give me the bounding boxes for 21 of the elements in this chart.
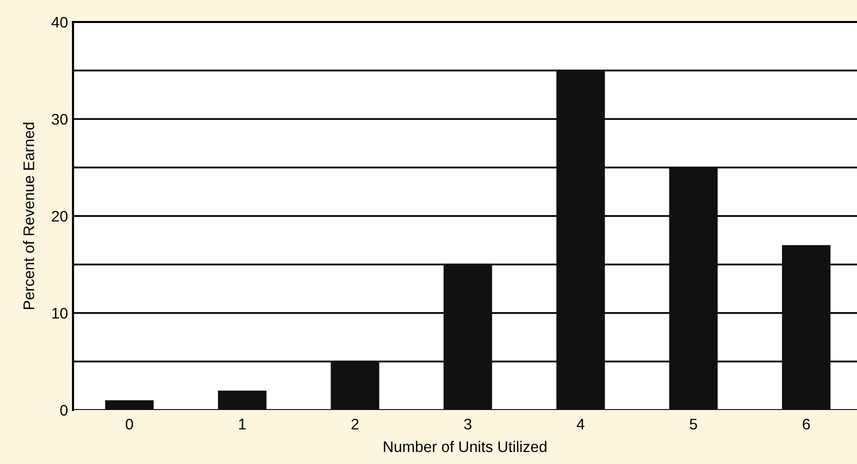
bar <box>782 245 830 410</box>
x-tick-label: 3 <box>464 418 472 430</box>
bar <box>669 168 718 410</box>
x-tick-label: 6 <box>802 418 810 430</box>
x-tick-label: 5 <box>690 418 698 430</box>
y-tick-label: 30 <box>52 114 68 125</box>
x-tick-label: 4 <box>576 418 584 430</box>
bar <box>330 362 380 410</box>
y-tick-label: 0 <box>60 404 68 416</box>
x-tick-label: 1 <box>239 418 246 430</box>
bar <box>218 390 266 410</box>
y-tick-label: 10 <box>52 308 68 319</box>
y-tick-label: 20 <box>52 210 68 222</box>
x-tick-label: 2 <box>352 418 358 430</box>
y-tick-label: 40 <box>52 16 68 28</box>
bar <box>105 400 154 410</box>
bar <box>556 70 605 410</box>
x-tick-label: 0 <box>126 418 134 430</box>
bar <box>444 264 492 410</box>
y-axis-title: Percent of Revenue Earned <box>23 122 34 310</box>
x-axis-title: Number of Units Utilized <box>384 440 546 452</box>
